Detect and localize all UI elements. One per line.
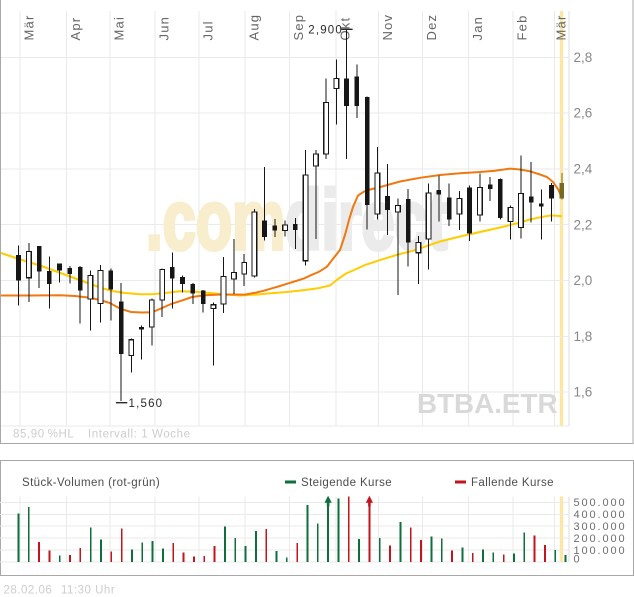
svg-text:500.000: 500.000 <box>574 497 627 509</box>
svg-text:1,8: 1,8 <box>574 329 593 344</box>
svg-text:Fallende Kurse: Fallende Kurse <box>471 477 554 489</box>
svg-text:2,6: 2,6 <box>574 106 593 121</box>
svg-text:85,90 %HL: 85,90 %HL <box>13 429 74 441</box>
svg-text:2,8: 2,8 <box>574 50 593 65</box>
svg-text:Mär: Mär <box>553 15 568 41</box>
svg-text:Stück-Volumen (rot-grün): Stück-Volumen (rot-grün) <box>22 477 160 489</box>
svg-text:Jul: Jul <box>200 20 215 40</box>
svg-text:200.000: 200.000 <box>574 533 627 545</box>
svg-text:Sep: Sep <box>291 14 306 41</box>
svg-text:Dez: Dez <box>424 14 439 41</box>
svg-text:100.000: 100.000 <box>574 545 627 557</box>
svg-text:1,560: 1,560 <box>129 398 164 410</box>
svg-text:Intervall: 1 Woche: Intervall: 1 Woche <box>88 429 191 441</box>
svg-text:Feb: Feb <box>514 14 529 40</box>
svg-text:BTBA.ETR: BTBA.ETR <box>417 388 558 419</box>
svg-text:Steigende Kurse: Steigende Kurse <box>301 477 392 489</box>
svg-text:0: 0 <box>574 553 582 565</box>
svg-text:11:30 Uhr: 11:30 Uhr <box>61 584 115 596</box>
svg-text:1,6: 1,6 <box>574 385 593 400</box>
svg-text:28.02.06: 28.02.06 <box>4 584 53 596</box>
svg-text:Mär: Mär <box>22 15 37 41</box>
svg-text:Mai: Mai <box>112 16 127 41</box>
svg-text:Jan: Jan <box>470 16 485 41</box>
svg-text:2,900: 2,900 <box>308 24 343 36</box>
svg-text:2,4: 2,4 <box>574 162 593 177</box>
svg-text:Nov: Nov <box>380 14 395 41</box>
svg-text:2,0: 2,0 <box>574 273 593 288</box>
svg-text:Apr: Apr <box>68 17 83 41</box>
svg-text:Okt: Okt <box>338 17 353 41</box>
svg-text:300.000: 300.000 <box>574 521 627 533</box>
svg-text:400.000: 400.000 <box>574 509 627 521</box>
svg-text:2,2: 2,2 <box>574 217 593 232</box>
svg-text:Aug: Aug <box>246 14 261 41</box>
svg-text:.comdirect: .comdirect <box>146 174 448 267</box>
svg-text:Jun: Jun <box>157 16 172 41</box>
